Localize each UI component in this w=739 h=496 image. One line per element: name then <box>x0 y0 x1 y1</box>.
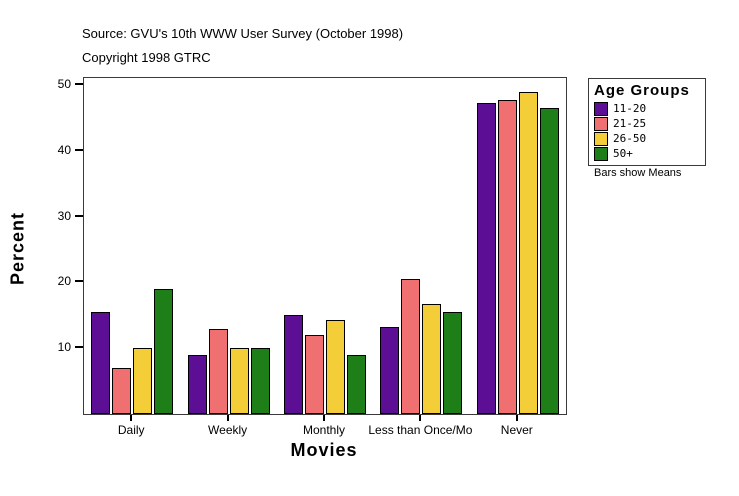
bar <box>133 348 153 414</box>
bar <box>443 312 463 414</box>
x-tick-label: Weekly <box>208 423 248 437</box>
bar <box>518 91 538 414</box>
legend: Age Groups 11-20 21-25 26-50 50+ <box>588 78 706 166</box>
legend-label: 21-25 <box>613 116 647 130</box>
source-text: Source: GVU's 10th WWW User Survey (Octo… <box>82 26 404 41</box>
bar <box>497 100 517 414</box>
y-tick <box>75 148 83 151</box>
legend-swatch <box>594 101 608 116</box>
y-tick-label: 30 <box>57 208 71 223</box>
y-tick <box>75 346 83 349</box>
legend-entries: 11-20 21-25 26-50 50+ <box>594 101 700 161</box>
x-tick <box>130 415 133 421</box>
x-tick <box>419 415 422 421</box>
legend-entry: 21-25 <box>594 116 700 131</box>
legend-swatch <box>594 131 608 146</box>
x-tick <box>226 415 229 421</box>
legend-entry: 50+ <box>594 146 700 161</box>
bar <box>112 367 132 414</box>
legend-entry: 26-50 <box>594 131 700 146</box>
plot-area <box>83 77 567 415</box>
legend-entry: 11-20 <box>594 101 700 116</box>
y-axis-title: Percent <box>7 211 28 286</box>
y-tick-label: 20 <box>57 274 71 289</box>
copyright-text: Copyright 1998 GTRC <box>82 50 211 65</box>
bar <box>347 354 366 414</box>
legend-note: Bars show Means <box>594 167 682 179</box>
y-tick-label: 10 <box>57 340 71 355</box>
bar <box>539 108 559 414</box>
legend-label: 11-20 <box>613 101 647 115</box>
bar <box>305 335 324 414</box>
bar <box>422 303 442 414</box>
x-tick-label: Never <box>500 423 533 437</box>
bar <box>401 279 421 414</box>
bar <box>91 312 111 414</box>
bar <box>326 319 345 414</box>
y-tick <box>75 83 83 85</box>
bar <box>154 289 174 414</box>
legend-label: 26-50 <box>613 131 647 145</box>
legend-swatch <box>594 146 608 161</box>
bar <box>250 348 270 414</box>
bar <box>380 327 400 414</box>
bar <box>187 354 207 414</box>
x-tick-label: Less than Once/Mo <box>368 423 473 437</box>
x-tick <box>515 415 518 421</box>
x-tick-label: Monthly <box>302 423 346 437</box>
y-tick <box>75 280 83 283</box>
x-axis-title: Movies <box>290 440 358 460</box>
bar <box>229 348 249 414</box>
x-tick <box>323 415 325 421</box>
bar <box>284 315 303 414</box>
y-tick-label: 50 <box>57 77 71 91</box>
bar <box>208 328 228 414</box>
x-tick-label: Daily <box>117 423 145 437</box>
bar <box>476 103 496 414</box>
y-tick <box>75 214 83 217</box>
legend-label: 50+ <box>613 146 633 160</box>
legend-swatch <box>594 116 608 131</box>
y-tick-label: 40 <box>57 142 71 157</box>
legend-title: Age Groups <box>594 82 690 99</box>
